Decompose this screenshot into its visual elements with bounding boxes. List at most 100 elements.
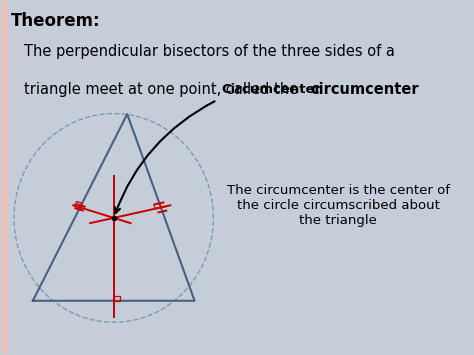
Bar bbox=[2, 1, 4, 354]
Bar bbox=[3, 1, 6, 354]
Bar bbox=[1, 1, 4, 354]
Bar bbox=[2, 1, 4, 354]
Bar bbox=[3, 1, 5, 354]
Bar bbox=[2, 1, 4, 354]
Bar bbox=[3, 1, 5, 354]
Bar bbox=[3, 1, 5, 354]
Bar bbox=[2, 1, 4, 354]
Bar bbox=[2, 1, 5, 354]
Bar bbox=[3, 1, 6, 354]
Bar bbox=[3, 1, 6, 354]
Bar bbox=[3, 1, 6, 354]
Bar bbox=[2, 1, 5, 354]
Bar bbox=[3, 1, 5, 354]
Bar bbox=[2, 1, 4, 354]
Bar bbox=[2, 1, 4, 354]
Bar bbox=[3, 1, 5, 354]
Bar bbox=[2, 1, 5, 354]
Bar bbox=[3, 1, 6, 354]
Bar bbox=[3, 1, 5, 354]
Bar bbox=[3, 1, 5, 354]
Bar bbox=[2, 1, 4, 354]
Bar bbox=[3, 1, 6, 354]
Bar bbox=[3, 1, 5, 354]
Bar bbox=[2, 1, 4, 354]
Bar bbox=[3, 1, 5, 354]
Bar bbox=[3, 1, 5, 354]
Bar bbox=[2, 1, 4, 354]
Bar bbox=[2, 1, 5, 354]
Bar bbox=[3, 1, 5, 354]
Bar bbox=[1, 1, 4, 354]
Bar bbox=[3, 1, 5, 354]
Bar bbox=[4, 1, 6, 354]
Bar bbox=[3, 1, 6, 354]
Bar bbox=[2, 1, 4, 354]
Bar bbox=[3, 1, 5, 354]
Bar bbox=[1, 1, 4, 354]
Bar bbox=[4, 1, 6, 354]
Bar bbox=[3, 1, 5, 354]
Bar bbox=[1, 1, 4, 354]
Bar bbox=[2, 1, 4, 354]
Bar bbox=[3, 1, 5, 354]
Bar bbox=[1, 1, 4, 354]
Bar bbox=[2, 1, 5, 354]
Bar bbox=[3, 1, 6, 354]
Bar bbox=[2, 1, 5, 354]
Bar bbox=[2, 1, 5, 354]
Bar bbox=[1, 1, 4, 354]
Bar bbox=[3, 1, 5, 354]
Bar bbox=[3, 1, 5, 354]
Bar bbox=[3, 1, 6, 354]
Bar bbox=[3, 1, 6, 354]
Text: The circumcenter is the center of
the circle circumscribed about
the triangle: The circumcenter is the center of the ci… bbox=[227, 184, 450, 227]
Bar bbox=[1, 1, 4, 354]
Bar bbox=[3, 1, 5, 354]
Bar bbox=[2, 1, 5, 354]
Bar bbox=[2, 1, 4, 354]
Bar bbox=[3, 1, 5, 354]
Bar bbox=[1, 1, 4, 354]
Bar bbox=[1, 1, 4, 354]
Bar bbox=[3, 1, 5, 354]
Bar bbox=[2, 1, 4, 354]
Bar bbox=[2, 1, 5, 354]
Bar bbox=[3, 1, 5, 354]
Bar bbox=[2, 1, 4, 354]
Bar bbox=[4, 1, 6, 354]
Bar bbox=[2, 1, 4, 354]
Bar bbox=[2, 1, 4, 354]
Bar bbox=[1, 1, 4, 354]
Bar bbox=[2, 1, 4, 354]
Bar bbox=[3, 1, 5, 354]
Bar bbox=[4, 1, 6, 354]
Bar bbox=[1, 1, 4, 354]
Bar bbox=[3, 1, 6, 354]
Bar bbox=[2, 1, 4, 354]
Bar bbox=[2, 1, 4, 354]
Bar bbox=[2, 1, 5, 354]
Bar bbox=[3, 1, 5, 354]
Bar bbox=[3, 1, 5, 354]
Bar bbox=[1, 1, 4, 354]
Bar bbox=[1, 1, 4, 354]
Bar bbox=[2, 1, 4, 354]
Text: circumcenter: circumcenter bbox=[310, 82, 419, 97]
Bar bbox=[3, 1, 5, 354]
Text: The perpendicular bisectors of the three sides of a: The perpendicular bisectors of the three… bbox=[24, 44, 395, 59]
Bar bbox=[2, 1, 4, 354]
Bar bbox=[4, 1, 6, 354]
Bar bbox=[2, 1, 4, 354]
Bar bbox=[2, 1, 4, 354]
Bar bbox=[3, 1, 5, 354]
Bar bbox=[3, 1, 5, 354]
Bar bbox=[3, 1, 5, 354]
Bar bbox=[1, 1, 4, 354]
Bar bbox=[2, 1, 5, 354]
Bar bbox=[2, 1, 4, 354]
Bar bbox=[3, 1, 5, 354]
Bar bbox=[3, 1, 5, 354]
Bar bbox=[2, 1, 5, 354]
Bar bbox=[3, 1, 6, 354]
